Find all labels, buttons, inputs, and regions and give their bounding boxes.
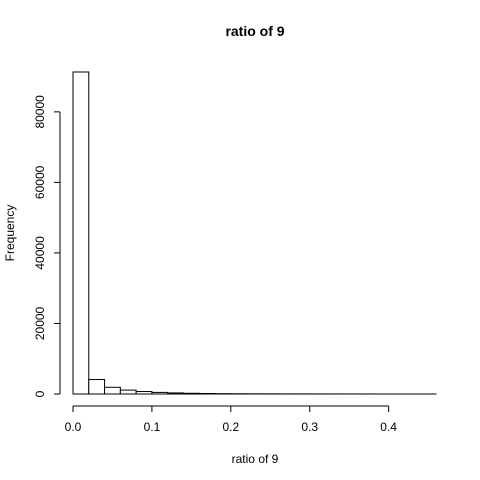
x-tick-label: 0.1	[144, 420, 161, 434]
y-tick-label: 0	[33, 390, 47, 397]
histogram-bar	[88, 379, 106, 395]
x-axis-label: ratio of 9	[232, 452, 279, 466]
histogram-bar	[135, 391, 153, 395]
histogram-bar	[72, 71, 90, 395]
bars-group	[72, 71, 437, 395]
histogram-bar	[151, 391, 169, 395]
y-tick-label: 20000	[33, 306, 47, 340]
x-tick-label: 0.2	[222, 420, 239, 434]
histogram-bar	[182, 392, 200, 395]
histogram-bar	[167, 392, 184, 395]
y-tick-label: 80000	[33, 95, 47, 129]
x-tick-label: 0.0	[65, 420, 82, 434]
x-tick-label: 0.3	[301, 420, 318, 434]
y-tick-label: 60000	[33, 165, 47, 199]
y-axis-label: Frequency	[3, 205, 17, 262]
chart-title: ratio of 9	[225, 23, 284, 39]
x-tick-label: 0.4	[380, 420, 397, 434]
y-tick-label: 40000	[33, 236, 47, 270]
histogram-bar	[119, 389, 137, 395]
y-axis: 0 20000 40000 60000 80000	[33, 95, 61, 397]
histogram-bar	[104, 386, 121, 395]
x-axis: 0.0 0.1 0.2 0.3 0.4	[65, 405, 397, 434]
